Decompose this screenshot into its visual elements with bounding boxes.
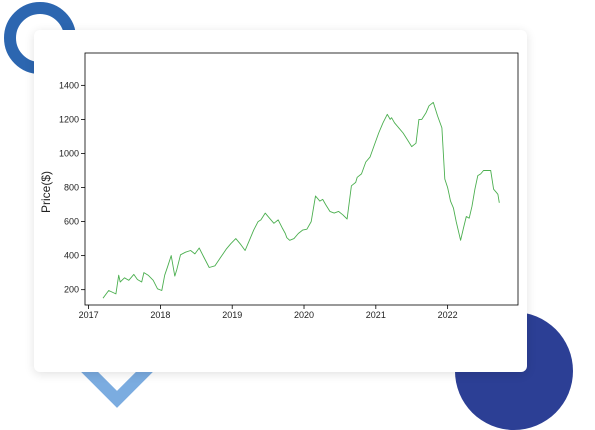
x-tick-label: 2019 xyxy=(222,310,242,320)
y-tick-label: 1200 xyxy=(59,114,79,124)
x-axis-ticks: 2017 2018 2019 2020 2021 2022 xyxy=(79,305,458,320)
x-tick-label: 2022 xyxy=(438,310,458,320)
chart-card xyxy=(34,30,527,372)
y-tick-label: 1400 xyxy=(59,80,79,90)
y-tick-label: 400 xyxy=(64,251,79,261)
x-tick-label: 2018 xyxy=(150,310,170,320)
price-series-line xyxy=(102,101,500,299)
y-tick-label: 600 xyxy=(64,217,79,227)
x-tick-label: 2021 xyxy=(366,310,386,320)
plot-frame xyxy=(84,52,519,306)
y-tick-label: 1000 xyxy=(59,148,79,158)
x-tick-label: 2017 xyxy=(79,310,99,320)
y-tick-label: 800 xyxy=(64,183,79,193)
y-axis-label: Price($) xyxy=(39,171,53,213)
y-tick-label: 200 xyxy=(64,285,79,295)
y-axis-ticks: 200 400 600 800 1000 1200 1400 xyxy=(59,80,85,295)
x-tick-label: 2020 xyxy=(294,310,314,320)
